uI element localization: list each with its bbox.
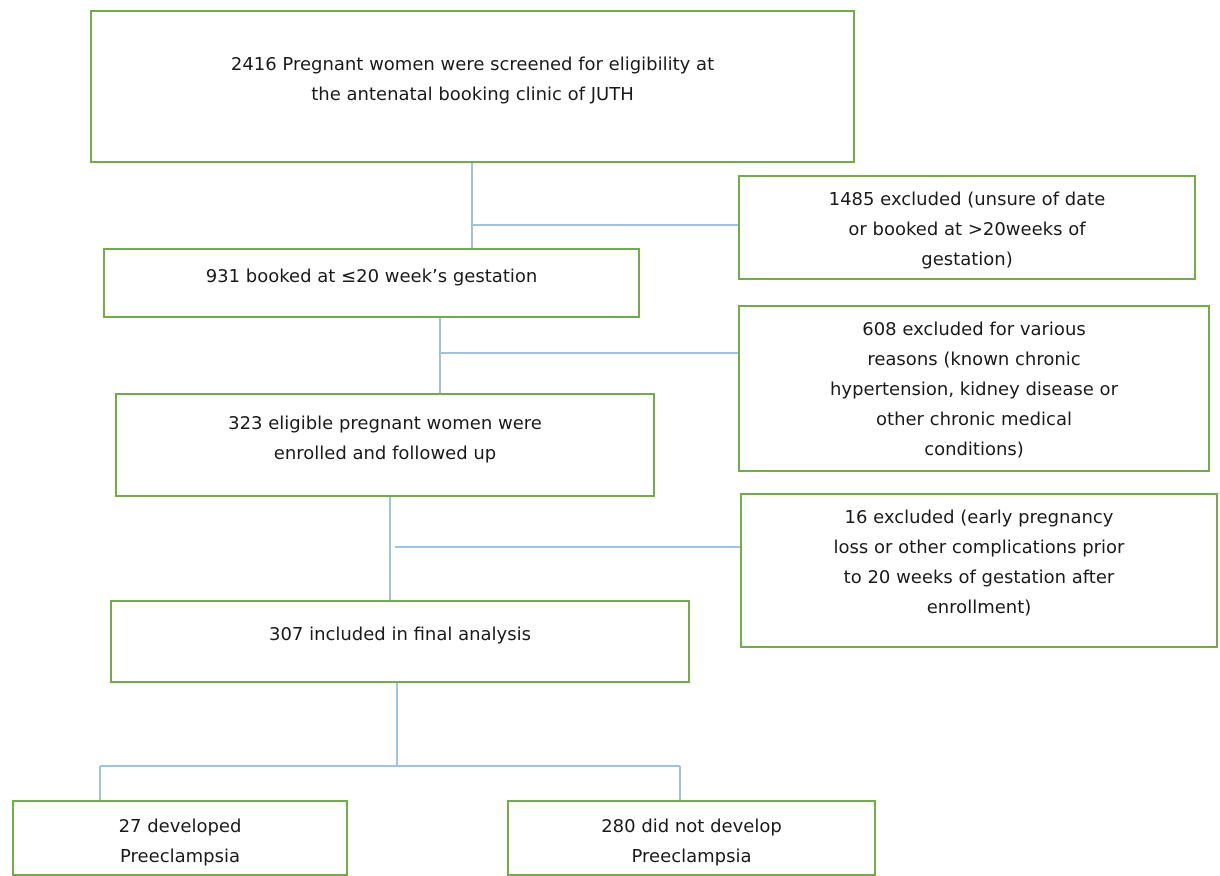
node-box: 307 included in final analysis [110, 600, 690, 683]
node-label: 2416 Pregnant women were screened for el… [230, 54, 715, 75]
node-box: 16 excluded (early pregnancy loss or othe… [740, 493, 1218, 648]
node-label: 608 excluded for various [862, 319, 1086, 340]
node-label: enrolled and followed up [273, 443, 497, 464]
node-label: 323 eligible pregnant women were [228, 413, 542, 434]
node-label: Preeclampsia [120, 846, 240, 867]
node-label: 280 did not develop [601, 816, 782, 837]
node-label: 1485 excluded (unsure of date [828, 189, 1106, 210]
node-box: 323 eligible pregnant women were enrolled… [115, 393, 655, 497]
node-label: 27 developed [118, 816, 242, 837]
node-label: conditions) [924, 439, 1024, 460]
node-label: hypertension, kidney disease or [830, 379, 1118, 400]
node-label: or booked at >20weeks of [848, 219, 1086, 240]
node-label: to 20 weeks of gestation after [843, 567, 1115, 588]
node-label: enrollment) [926, 597, 1032, 618]
node-label: reasons (known chronic [867, 349, 1081, 370]
node-box: 2416 Pregnant women were screened for el… [90, 10, 855, 163]
node-label: loss or other complications prior [833, 537, 1125, 558]
node-box: 1485 excluded (unsure of date or booked a… [738, 175, 1196, 280]
node-label: other chronic medical [876, 409, 1072, 430]
node-label: 307 included in final analysis [269, 624, 531, 645]
node-box: 280 did not develop Preeclampsia [507, 800, 876, 876]
node-label: 16 excluded (early pregnancy [844, 507, 1114, 528]
node-box: 608 excluded for various reasons (known c… [738, 305, 1210, 472]
node-label: Preeclampsia [631, 846, 752, 867]
node-label: gestation) [921, 249, 1013, 270]
node-label: the antenatal booking clinic of JUTH [311, 84, 634, 105]
node-box: 931 booked at ≤20 week’s gestation [103, 248, 640, 318]
node-box: 27 developed Preeclampsia [12, 800, 348, 876]
node-label: 931 booked at ≤20 week’s gestation [205, 266, 538, 287]
